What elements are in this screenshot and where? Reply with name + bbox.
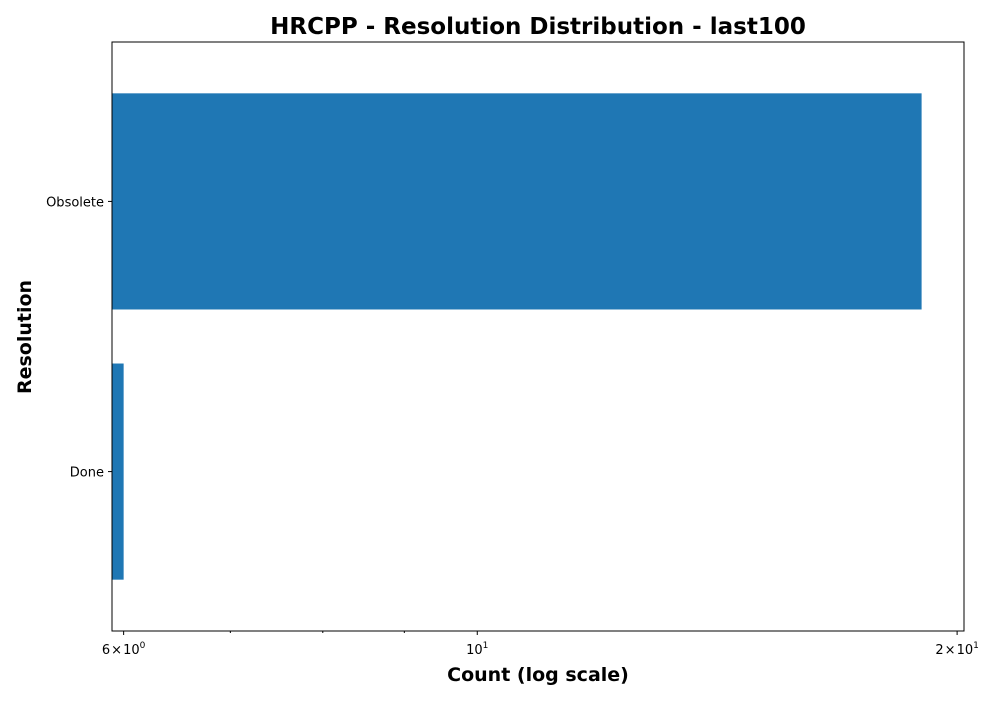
bar-done — [112, 363, 124, 580]
y-axis-label: Resolution — [14, 280, 36, 394]
x-tick-label: 6×100 — [102, 641, 146, 658]
x-axis-label: Count (log scale) — [447, 664, 629, 686]
y-tick-label: Obsolete — [46, 195, 104, 210]
plot-frame — [111, 41, 965, 632]
x-tick-label: 2×101 — [935, 641, 978, 658]
x-tick-label: 101 — [466, 641, 488, 658]
plot-area — [112, 93, 922, 580]
y-tick-label: Done — [70, 466, 104, 481]
ticks: Done Obsolete 6×100 101 2×101 — [46, 195, 979, 658]
bar-obsolete — [112, 93, 922, 310]
chart-title: HRCPP - Resolution Distribution - last10… — [270, 14, 806, 40]
